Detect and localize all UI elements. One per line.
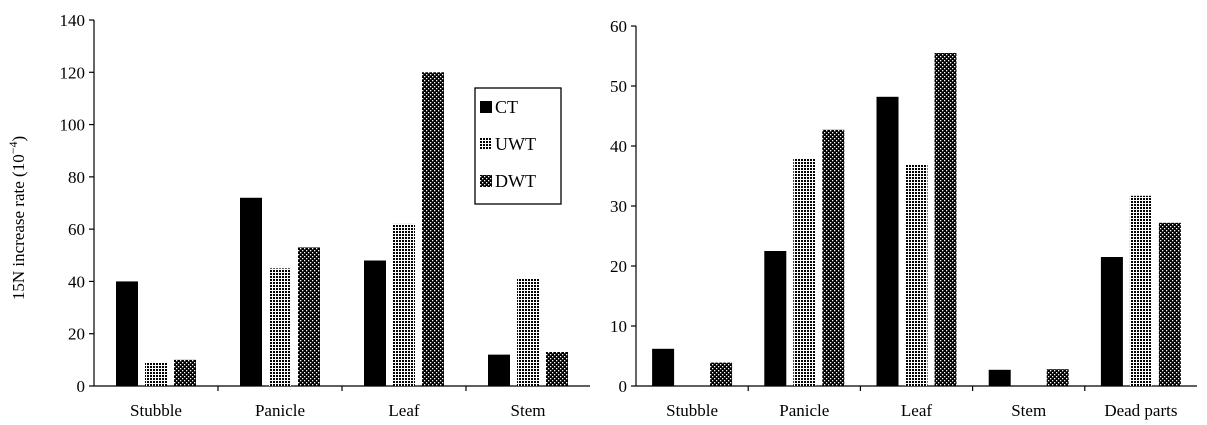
left-bar-uwt-stubble xyxy=(145,362,167,386)
left-bar-ct-stem xyxy=(488,354,510,386)
left-bar-ct-panicle xyxy=(240,197,262,386)
right-bar-ct-stubble xyxy=(652,348,675,386)
chart-left: 0 20 40 60 80 100 120 140 Stubble Panicle Leaf Stem… xyxy=(6,11,590,420)
legend-swatch-dwt xyxy=(480,175,492,187)
right-y-tick-label: 20 xyxy=(610,257,627,276)
right-bar-ct-dead-parts xyxy=(1100,257,1123,386)
legend-label-dwt: DWT xyxy=(495,171,536,191)
right-bars xyxy=(652,53,1181,387)
left-y-tick-label: 0 xyxy=(77,377,86,396)
right-bar-uwt-panicle xyxy=(793,158,816,386)
left-y-tick-label: 80 xyxy=(68,168,85,187)
right-bar-dwt-panicle xyxy=(822,129,845,387)
left-y-tick-label: 20 xyxy=(68,325,85,344)
right-bar-ct-panicle xyxy=(764,251,787,386)
chart-right: 0 10 20 30 40 50 60 Stubble Panicle Leaf Stem Dead … xyxy=(610,17,1197,420)
left-x-tick-label: Leaf xyxy=(388,401,419,420)
left-y-tick-label: 140 xyxy=(60,11,86,30)
right-x-tick-label: Panicle xyxy=(779,401,829,420)
left-y-tick-label: 100 xyxy=(60,116,86,135)
legend: CT UWT DWT xyxy=(474,87,562,205)
right-y-tick-label: 30 xyxy=(610,197,627,216)
right-bar-uwt-dead-parts xyxy=(1129,195,1152,386)
right-y-tick-label: 10 xyxy=(610,317,627,336)
left-bar-ct-leaf xyxy=(364,260,386,386)
right-x-tick-label: Leaf xyxy=(901,401,932,420)
right-bar-dwt-leaf xyxy=(934,53,957,386)
left-bar-ct-stubble xyxy=(116,281,138,386)
right-y-tick-label: 40 xyxy=(610,137,627,156)
left-y-axis-label: 15N increase rate (10−4) xyxy=(6,136,28,300)
left-axes xyxy=(89,19,590,391)
legend-swatch-ct xyxy=(480,101,492,113)
left-bar-dwt-stem xyxy=(546,352,568,386)
right-bar-uwt-leaf xyxy=(905,164,928,386)
right-y-tick-label: 50 xyxy=(610,77,627,96)
right-bar-ct-leaf xyxy=(876,96,899,387)
right-tick-labels: 0 10 20 30 40 50 60 Stubble Panicle Leaf Stem Dead … xyxy=(610,17,1177,420)
right-bar-dwt-stem xyxy=(1046,369,1069,386)
right-x-tick-label: Stem xyxy=(1011,401,1046,420)
right-bar-dwt-stubble xyxy=(710,362,733,386)
left-y-tick-label: 60 xyxy=(68,220,85,239)
left-bar-uwt-panicle xyxy=(269,268,291,386)
left-y-tick-label: 120 xyxy=(60,63,86,82)
legend-label-uwt: UWT xyxy=(495,134,536,154)
right-bar-ct-stem xyxy=(988,369,1011,386)
right-y-tick-label: 0 xyxy=(619,377,628,396)
left-y-tick-label: 40 xyxy=(68,272,85,291)
left-bar-uwt-stem xyxy=(517,278,539,386)
left-bar-uwt-leaf xyxy=(393,223,415,386)
right-y-tick-label: 60 xyxy=(610,17,627,36)
left-x-tick-label: Stubble xyxy=(130,401,182,420)
left-bar-dwt-panicle xyxy=(298,247,320,386)
left-bar-dwt-leaf xyxy=(422,72,444,387)
legend-swatch-uwt xyxy=(480,138,492,150)
left-x-tick-label: Panicle xyxy=(255,401,305,420)
right-x-tick-label: Stubble xyxy=(666,401,718,420)
legend-label-ct: CT xyxy=(495,97,518,117)
right-bar-dwt-dead-parts xyxy=(1158,222,1181,386)
left-bar-dwt-stubble xyxy=(174,359,196,386)
left-tick-labels: 0 20 40 60 80 100 120 140 Stubble Panicle Leaf Stem xyxy=(60,11,546,420)
left-bars xyxy=(116,72,568,387)
right-x-tick-label: Dead parts xyxy=(1104,401,1177,420)
left-x-tick-label: Stem xyxy=(511,401,546,420)
